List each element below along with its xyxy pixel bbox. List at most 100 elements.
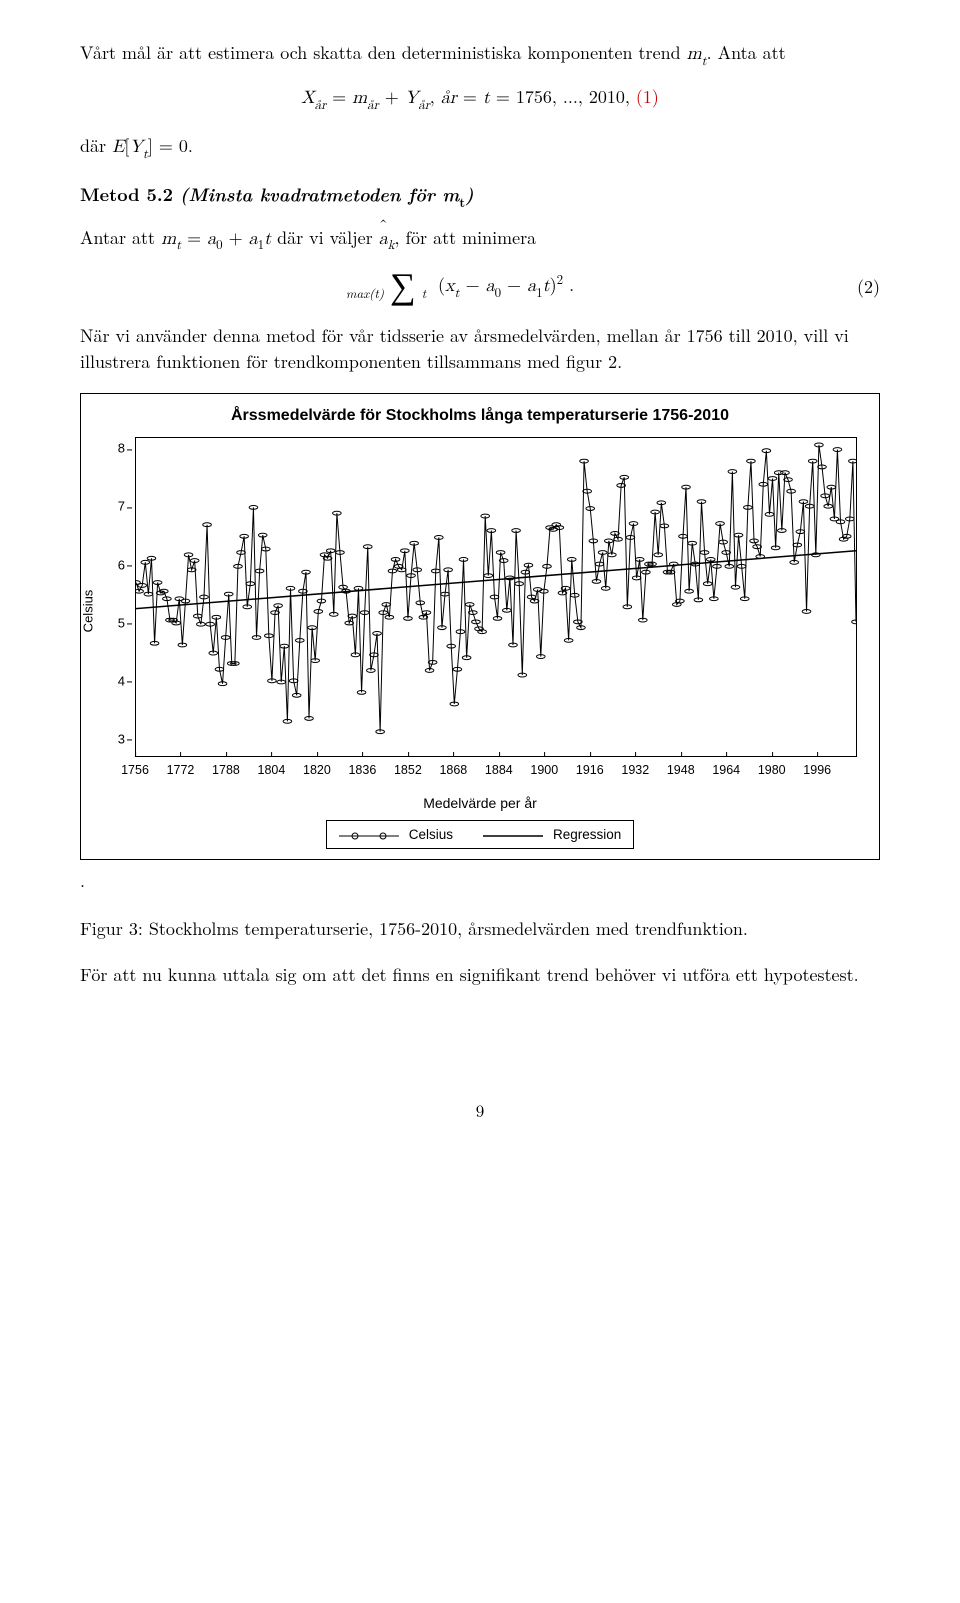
page-number: 9 <box>80 1098 880 1123</box>
x-tick-label: 1820 <box>303 761 331 779</box>
text: Vårt mål är att estimera och skatta den … <box>80 40 687 65</box>
sub-t: t <box>176 239 181 252</box>
method-heading: Metod 5.2 (Minsta kvadratmetoden för mt) <box>80 181 880 210</box>
y-tick-label: 8 <box>95 440 125 459</box>
sub-k: k <box>388 239 395 252</box>
minus: − <box>460 272 486 297</box>
var-m: m <box>161 230 176 248</box>
x-tick-label: 1932 <box>621 761 649 779</box>
paren: ) <box>550 272 557 297</box>
figure-caption: Figur 3: Stockholms temperaturserie, 175… <box>80 916 880 942</box>
y-tick-label: 6 <box>95 556 125 575</box>
figure-trailing-dot: . <box>80 868 85 894</box>
sub-1: 1 <box>258 234 264 253</box>
chart-title: Årssmedelvärde för Stockholms långa temp… <box>95 404 865 427</box>
range: = 1756, ..., 2010, <box>490 84 636 109</box>
sub-t: t <box>702 55 707 68</box>
text: Antar att <box>80 225 161 250</box>
var-a: a <box>249 230 258 248</box>
var-Y: Y <box>405 89 419 107</box>
sum-upper: max(t) <box>346 283 384 302</box>
y-tick-label: 3 <box>95 730 125 749</box>
var-m: m <box>352 89 367 107</box>
legend-series: Celsius <box>339 825 453 845</box>
x-tick-label: 1772 <box>167 761 195 779</box>
eq: = <box>181 225 207 250</box>
x-tick-label: 1868 <box>439 761 467 779</box>
chart-area: Celsius 345678 1756177217881804182018361… <box>95 431 865 791</box>
eq1-number: (1) <box>636 84 659 109</box>
paren: ( <box>438 272 445 297</box>
para-5: För att nu kunna uttala sig om att det f… <box>80 962 880 988</box>
x-tick-label: 1836 <box>348 761 376 779</box>
sub-t: t <box>143 148 148 161</box>
figure-3: Årssmedelvärde för Stockholms långa temp… <box>80 393 880 894</box>
sub-1: 1 <box>536 282 542 301</box>
text: där vi väljer <box>271 225 379 250</box>
y-tick-label: 7 <box>95 498 125 517</box>
legend-label: Celsius <box>409 825 453 845</box>
var-x: x <box>445 277 455 295</box>
y-tick-label: 5 <box>95 614 125 633</box>
para-4: När vi använder denna metod för vår tids… <box>80 323 880 375</box>
sub-ar: år <box>315 99 327 112</box>
text: ] = 0. <box>148 133 193 158</box>
sub-ar: år <box>367 99 379 112</box>
eq: = <box>457 84 483 109</box>
legend-trend: Regression <box>483 825 621 845</box>
para-1: Vårt mål är att estimera och skatta den … <box>80 40 880 70</box>
para-2: där E[Yt] = 0. <box>80 133 880 163</box>
period: . <box>563 272 574 297</box>
var-a: a <box>207 230 216 248</box>
x-tick-label: 1996 <box>803 761 831 779</box>
sigma-icon: ∑ <box>390 258 416 309</box>
eq: = <box>326 84 352 109</box>
sub-0: 0 <box>495 282 501 301</box>
sub-0: 0 <box>216 234 222 253</box>
x-tick-label: 1852 <box>394 761 422 779</box>
eq2-number: (2) <box>840 274 880 300</box>
x-tick-label: 1804 <box>258 761 286 779</box>
x-tick-label: 1948 <box>667 761 695 779</box>
var-E: E <box>112 138 124 156</box>
var-a-hat: a <box>379 226 388 252</box>
comma: , <box>430 84 441 109</box>
x-tick-label: 1884 <box>485 761 513 779</box>
var-t: t <box>483 89 490 107</box>
legend-label: Regression <box>553 825 621 845</box>
text: . Anta att <box>707 40 786 65</box>
method-title: (Minsta kvadratmetoden för m <box>180 180 459 207</box>
sub-t: t <box>459 192 465 211</box>
y-ticks: 3 4 5 6 7 8 <box>95 437 131 757</box>
minus: − <box>501 272 527 297</box>
plot-region <box>135 437 857 757</box>
legend-swatch-trend <box>483 828 543 840</box>
x-tick-label: 1916 <box>576 761 604 779</box>
eq1-body: Xår = mår + Yår, år = t = 1756, ..., 201… <box>80 84 880 114</box>
legend: Celsius Regression <box>326 820 635 850</box>
var-t: t <box>543 277 550 295</box>
var-a: a <box>527 277 536 295</box>
equation-2: max(t) ∑ t (xt − a0 − a1t)2 . (2) <box>80 269 880 305</box>
plot-svg <box>136 438 856 756</box>
x-tick-label: 1964 <box>712 761 740 779</box>
var-Y: Y <box>129 138 143 156</box>
eq2-body: max(t) ∑ t (xt − a0 − a1t)2 . <box>80 269 840 305</box>
var-a: a <box>486 277 495 295</box>
y-tick-label: 4 <box>95 672 125 691</box>
sum-lower: t <box>422 283 426 302</box>
var-X: X <box>301 89 315 107</box>
plus: + <box>379 84 405 109</box>
x-tick-label: 1900 <box>530 761 558 779</box>
sub-t: t <box>455 287 460 300</box>
sub-ar: år <box>418 99 430 112</box>
plus: + <box>223 225 249 250</box>
method-num: Metod 5.2 <box>80 182 180 207</box>
sum-symbol: max(t) ∑ t <box>346 269 426 305</box>
para-3: Antar att mt = a0 + a1t där vi väljer ak… <box>80 225 880 255</box>
close-paren: ) <box>465 180 474 207</box>
var-ar: år <box>441 89 457 107</box>
equation-1: Xår = mår + Yår, år = t = 1756, ..., 201… <box>80 84 880 114</box>
x-tick-label: 1788 <box>212 761 240 779</box>
text: , för att minimera <box>395 225 537 250</box>
